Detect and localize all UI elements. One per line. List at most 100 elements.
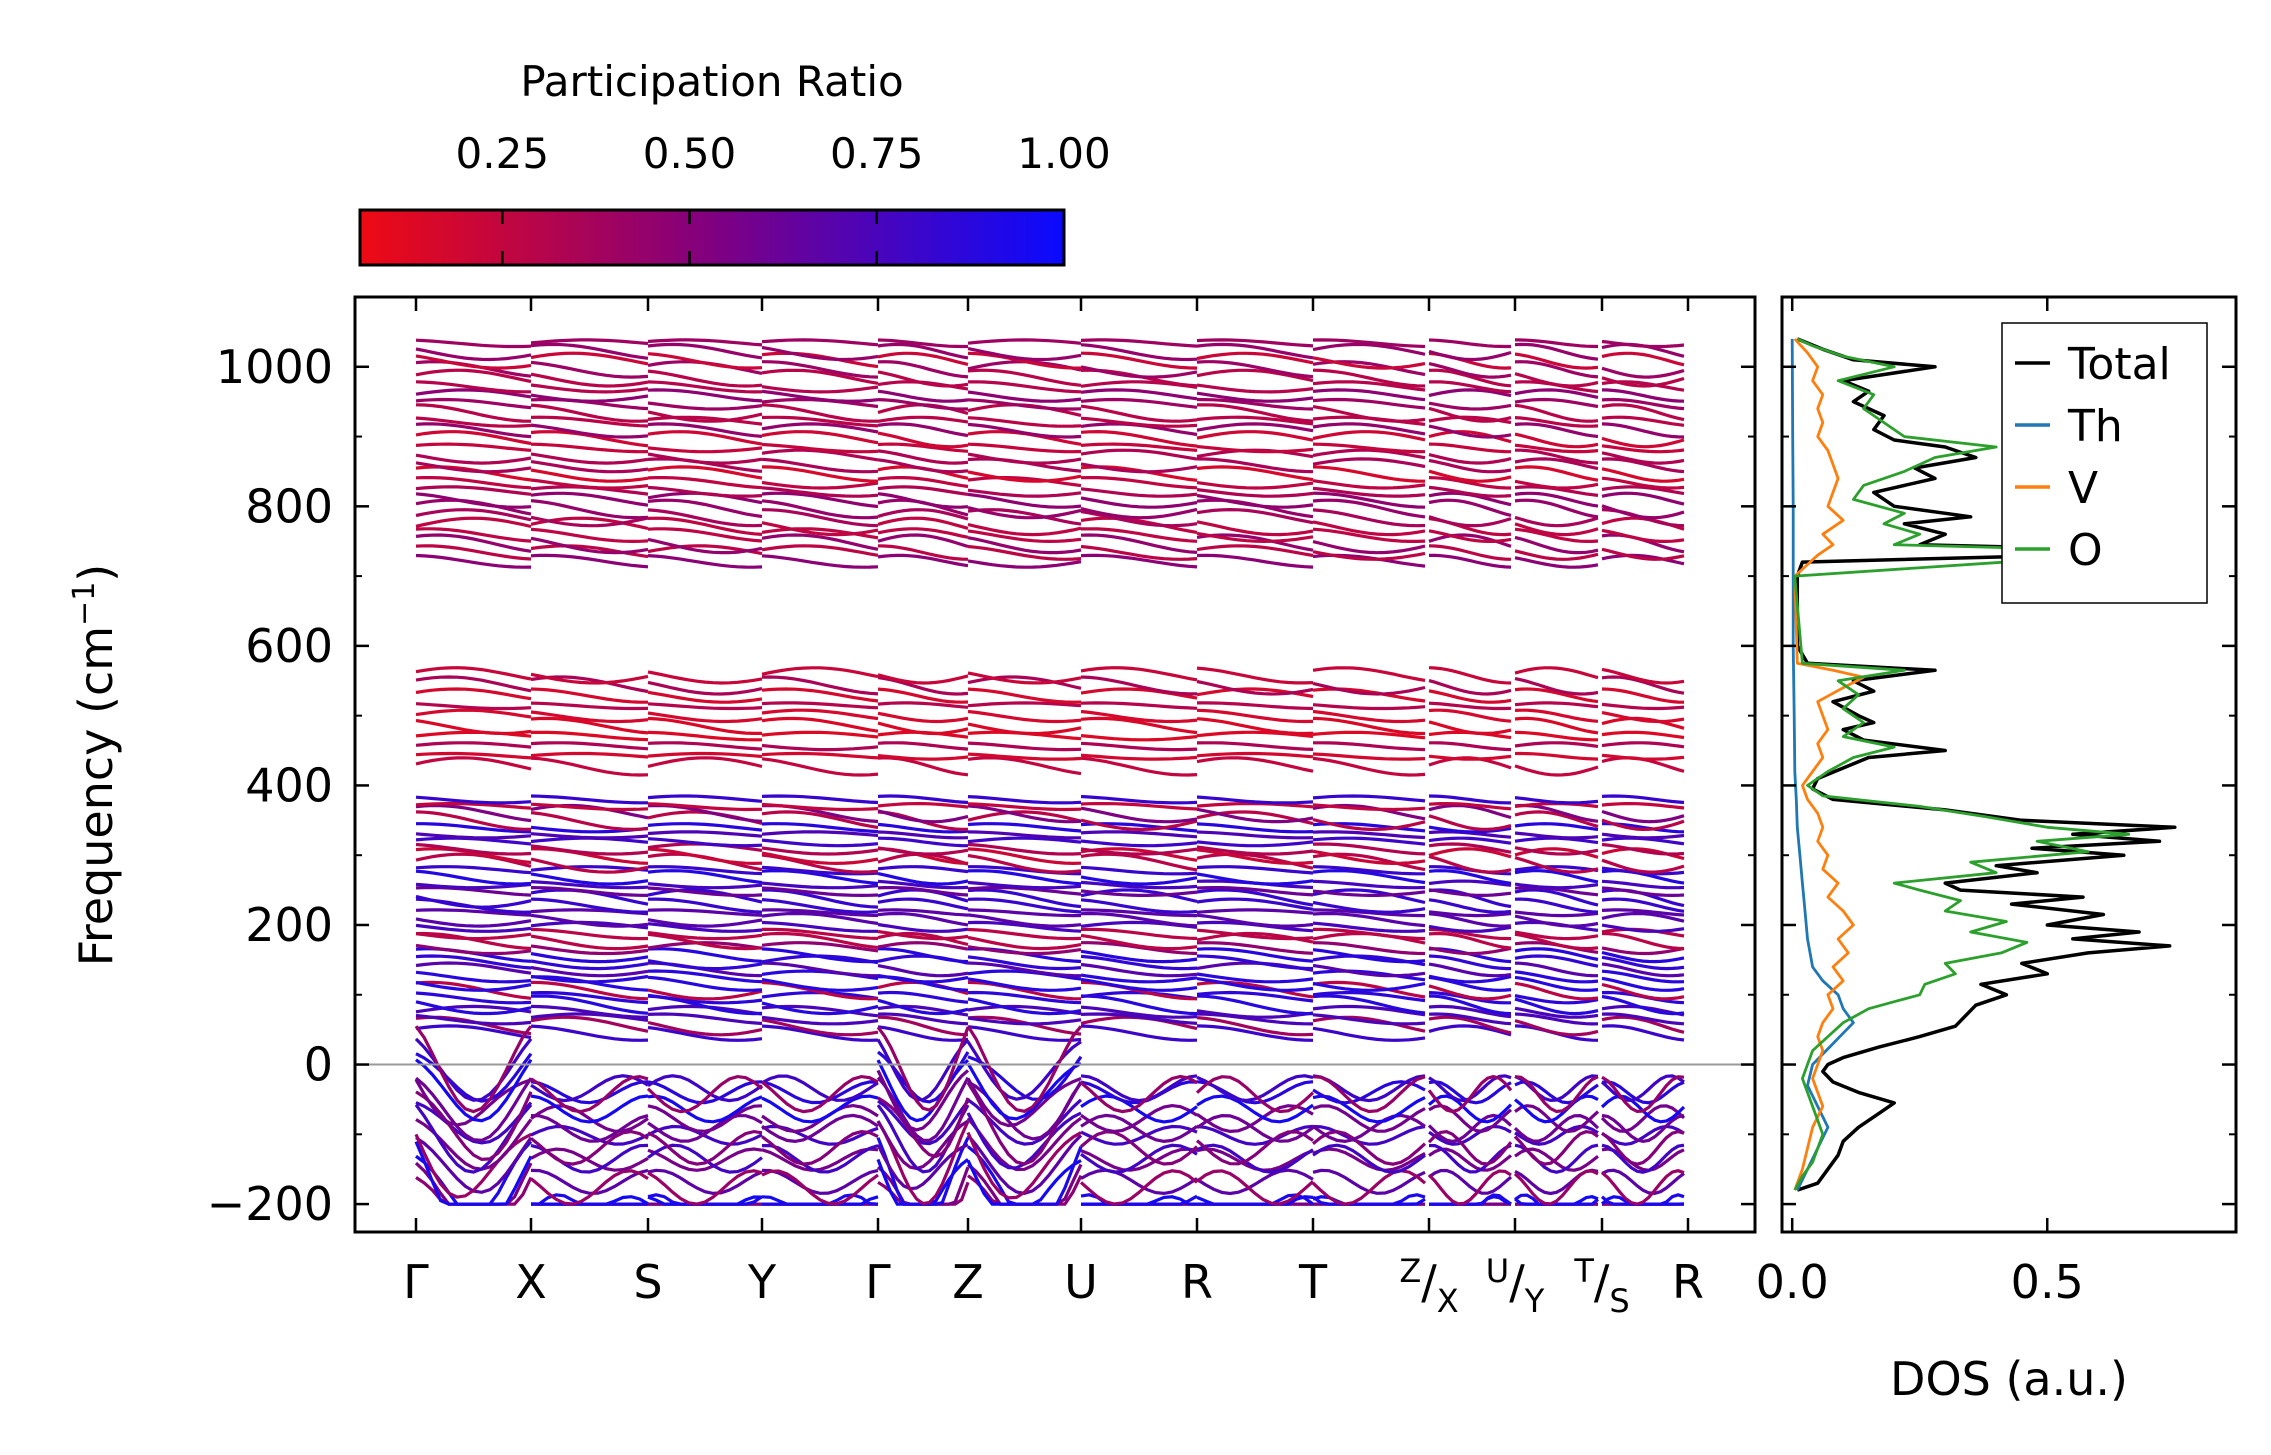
phonon-band-high-frequency (1601, 547, 1685, 561)
phonon-band-low-frequency (1196, 888, 1314, 907)
phonon-band-high-frequency (877, 544, 969, 561)
phonon-band-low-frequency (1312, 963, 1426, 978)
phonon-band-high-frequency (647, 338, 763, 347)
phonon-band-imaginary (414, 1037, 533, 1102)
phonon-band-mid-frequency (1080, 675, 1197, 696)
phonon-band-high-frequency (877, 422, 969, 438)
phonon-band-high-frequency (967, 529, 1082, 544)
phonon-band-low-frequency (1428, 803, 1512, 820)
phonon-band-low-frequency (1312, 794, 1426, 803)
phonon-band-low-frequency (877, 846, 969, 856)
phonon-band-high-frequency (967, 544, 1082, 561)
dos-tick-label: 0.5 (2011, 1255, 2084, 1309)
phonon-band-high-frequency (877, 485, 969, 496)
phonon-band-high-frequency (877, 476, 969, 489)
phonon-band-imaginary (1427, 1169, 1512, 1206)
phonon-band-high-frequency (1080, 448, 1198, 461)
phonon-band-low-frequency (967, 802, 1082, 812)
phonon-band-low-frequency (1196, 802, 1314, 809)
phonon-band-high-frequency (1196, 391, 1314, 403)
phonon-band-imaginary (1514, 1104, 1600, 1134)
phonon-band-mid-frequency (530, 701, 649, 711)
phonon-band-high-frequency (1515, 448, 1599, 465)
phonon-band-low-frequency (1080, 949, 1198, 964)
phonon-band-high-frequency (1312, 442, 1426, 454)
phonon-band-low-frequency (647, 908, 763, 917)
phonon-band-high-frequency (530, 393, 649, 403)
phonon-band-high-frequency (530, 360, 649, 379)
phonon-band-imaginary (1312, 1147, 1426, 1172)
phonon-band-high-frequency (761, 508, 879, 528)
phonon-band-high-frequency (1601, 376, 1685, 388)
phonon-band-low-frequency (1080, 818, 1198, 832)
phonon-band-high-frequency (530, 403, 649, 423)
phonon-band-high-frequency (530, 468, 649, 483)
phonon-band-low-frequency (1313, 927, 1426, 941)
phonon-band-high-frequency (1428, 368, 1512, 388)
phonon-band-high-frequency (530, 478, 649, 490)
phonon-band-high-frequency (647, 465, 763, 480)
phonon-band-high-frequency (761, 422, 879, 434)
phonon-band-low-frequency (1601, 886, 1685, 898)
phonon-band-low-frequency (1196, 897, 1314, 911)
k-point-label: T (1298, 1255, 1328, 1309)
phonon-band-high-frequency (761, 415, 879, 428)
phonon-band-low-frequency (761, 978, 879, 992)
phonon-band-imaginary (1427, 1094, 1513, 1124)
phonon-band-low-frequency (1312, 1026, 1426, 1042)
phonon-band-high-frequency (647, 476, 763, 490)
phonon-band-low-frequency (877, 836, 969, 848)
phonon-band-low-frequency (530, 811, 649, 832)
phonon-band-mid-frequency (1428, 708, 1512, 723)
frequency-axis-title: Frequency (cm−1) (67, 564, 123, 967)
phonon-band-imaginary (414, 1025, 533, 1114)
phonon-band-low-frequency (1196, 972, 1314, 984)
phonon-band-high-frequency (1312, 520, 1426, 537)
phonon-band-low-frequency (967, 913, 1082, 928)
phonon-band-high-frequency (967, 505, 1082, 520)
phonon-band-high-frequency (1601, 491, 1685, 506)
phonon-band-low-frequency (877, 964, 969, 978)
phonon-band-low-frequency (530, 865, 649, 872)
phonon-band-high-frequency (1601, 422, 1685, 439)
phonon-band-high-frequency (967, 416, 1082, 428)
phonon-band-high-frequency (1514, 416, 1599, 428)
phonon-band-low-frequency (761, 810, 879, 830)
phonon-band-high-frequency (647, 401, 763, 411)
phonon-band-high-frequency (530, 372, 649, 388)
phonon-band-low-frequency (1312, 836, 1426, 846)
band-structure-panel: −200 0 200 400 600 800 1000 Γ X S Y Γ Z U R T Z/X U/Y T/S… (67, 295, 1757, 1320)
phonon-band-imaginary (877, 1096, 970, 1159)
phonon-band-high-frequency (1312, 342, 1426, 356)
colorbar-title: Participation Ratio (520, 57, 903, 106)
phonon-band-imaginary (1428, 1143, 1512, 1174)
phonon-band-high-frequency (1080, 397, 1198, 409)
phonon-band-high-frequency (1080, 338, 1198, 348)
phonon-band-low-frequency (1514, 930, 1599, 941)
phonon-band-low-frequency (1428, 932, 1512, 950)
phonon-band-high-frequency (1428, 529, 1512, 543)
phonon-band-low-frequency (647, 941, 763, 950)
phonon-band-low-frequency (877, 794, 969, 805)
phonon-band-high-frequency (967, 380, 1082, 394)
dos-plot-frame (1780, 295, 2238, 1234)
phonon-band-low-frequency (530, 944, 649, 956)
phonon-band-low-frequency (1080, 927, 1198, 941)
phonon-band-low-frequency (1428, 946, 1512, 956)
phonon-band-mid-frequency (415, 718, 532, 736)
phonon-band-imaginary (761, 1169, 879, 1206)
phonon-band-imaginary (876, 1120, 970, 1206)
phonon-band-low-frequency (1601, 858, 1685, 874)
phonon-band-high-frequency (415, 354, 532, 370)
phonon-band-mid-frequency (647, 680, 763, 696)
phonon-band-high-frequency (1312, 430, 1426, 442)
phonon-band-low-frequency (1312, 994, 1426, 1015)
phonon-band-high-frequency (530, 527, 649, 544)
phonon-band-high-frequency (1080, 533, 1198, 554)
phonon-band-high-frequency (1428, 338, 1511, 349)
phonon-band-mid-frequency (877, 701, 969, 709)
phonon-band-mid-frequency (1196, 708, 1314, 724)
phonon-band-high-frequency (530, 342, 649, 360)
phonon-band-high-frequency (647, 342, 763, 360)
phonon-band-low-frequency (1196, 990, 1314, 1003)
